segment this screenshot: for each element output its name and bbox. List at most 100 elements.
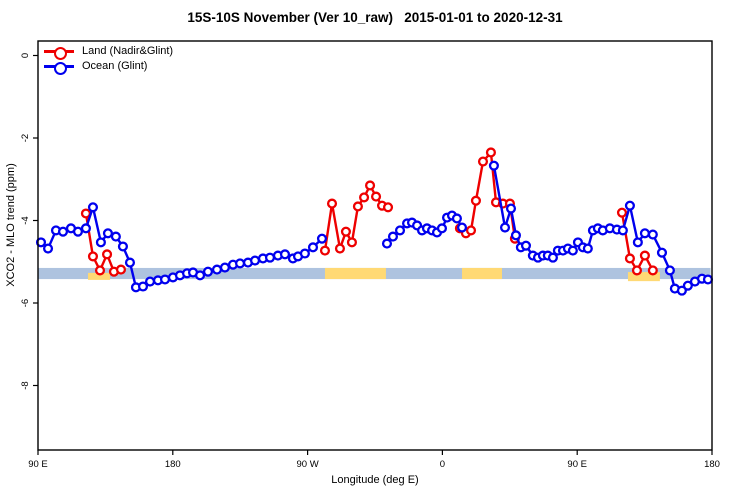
ocean-series-marker	[656, 247, 668, 258]
ocean-series-marker	[547, 252, 558, 263]
land-series-marker	[631, 265, 643, 276]
land-series-marker	[477, 156, 489, 167]
y-tick-label: -2	[20, 134, 31, 142]
land-series-marker	[639, 250, 650, 261]
ocean-series-marker	[195, 270, 206, 281]
land-series-marker	[465, 225, 477, 236]
ocean-series-marker	[117, 241, 128, 252]
ocean-series-marker	[80, 223, 91, 234]
y-tick-label: -8	[20, 381, 31, 389]
ocean-series-marker	[299, 248, 310, 259]
legend-ocean-swatch	[44, 59, 74, 75]
land-series-marker	[352, 201, 363, 212]
ocean-marker-icon	[54, 61, 67, 75]
ocean-series-marker	[211, 264, 223, 275]
chart-title: 15S-10S November (Ver 10_raw) 2015-01-01…	[187, 10, 563, 25]
ocean-series-marker	[102, 228, 113, 239]
ocean-series-marker	[159, 274, 171, 285]
ocean-series-marker	[235, 258, 246, 269]
land-series-marker	[382, 202, 394, 213]
ocean-series-marker	[488, 160, 499, 171]
x-tick-label: 90 E	[28, 459, 48, 470]
land-series-marker	[334, 243, 346, 254]
land-series-marker	[340, 226, 351, 237]
ocean-series-marker	[144, 276, 156, 287]
land-series-marker	[616, 207, 628, 218]
legend-label-land: Land (Nadir&Glint)	[82, 45, 174, 57]
land-series-marker	[370, 191, 382, 202]
band-highlight	[462, 267, 503, 280]
ocean-series-marker	[639, 228, 650, 239]
ocean-series-marker	[510, 230, 521, 241]
ocean-series-marker	[567, 245, 578, 256]
land-marker-icon	[54, 46, 67, 60]
x-axis-label: Longitude (deg E)	[331, 474, 419, 486]
ocean-series-marker	[582, 243, 593, 254]
legend-row-ocean: Ocean (Glint)	[44, 59, 173, 75]
legend: Land (Nadir&Glint) Ocean (Glint)	[44, 44, 174, 75]
band-highlight	[627, 272, 660, 282]
x-tick-label: 180	[704, 459, 720, 470]
ocean-series-marker	[307, 242, 319, 253]
ocean-series-marker	[124, 257, 136, 268]
ocean-series-marker	[110, 231, 121, 242]
land-series-marker	[365, 180, 376, 191]
land-series-marker	[94, 265, 106, 276]
ocean-series-marker	[137, 281, 149, 292]
legend-label-ocean: Ocean (Glint)	[82, 60, 148, 72]
land-series-marker	[319, 245, 331, 256]
y-tick-label: -6	[20, 299, 31, 307]
band-highlight	[324, 267, 386, 280]
land-series-marker	[326, 198, 338, 209]
ocean-series-marker	[520, 240, 532, 251]
x-tick-label: 90 W	[297, 459, 319, 470]
ocean-series-marker	[87, 202, 99, 213]
ocean-series-marker	[264, 252, 276, 263]
ocean-series-marker	[219, 262, 230, 273]
x-tick-label: 90 E	[567, 459, 587, 470]
band-highlight	[88, 272, 111, 280]
ocean-series-marker	[42, 243, 54, 254]
x-tick-label: 180	[165, 459, 181, 470]
y-tick-label: -4	[20, 216, 31, 224]
y-tick-label: 0	[20, 53, 31, 58]
ocean-series-marker	[279, 249, 291, 260]
ocean-series-marker	[682, 280, 693, 291]
legend-land-swatch	[44, 44, 74, 60]
ocean-series-marker	[202, 266, 214, 277]
ocean-series-marker	[381, 238, 393, 249]
land-series-marker	[485, 147, 496, 158]
ocean-series-marker	[456, 222, 468, 233]
land-series-marker	[359, 192, 370, 203]
land-series-marker	[470, 195, 482, 206]
x-tick-label: 0	[440, 459, 445, 470]
plot-border	[37, 40, 713, 451]
ocean-series-marker	[617, 225, 628, 236]
ocean-series-marker	[664, 265, 675, 276]
land-series-marker	[647, 265, 658, 276]
land-series-marker	[80, 208, 91, 219]
ocean-series-marker	[249, 255, 261, 266]
ocean-series-marker	[647, 229, 658, 240]
ocean-series-marker	[387, 231, 399, 242]
ocean-series-marker	[702, 274, 714, 285]
ocean-series-marker	[624, 200, 635, 211]
legend-row-land: Land (Nadir&Glint)	[44, 44, 174, 60]
ocean-series-marker	[451, 213, 462, 224]
ocean-series-marker	[394, 225, 406, 236]
ocean-series-marker	[72, 226, 84, 237]
ocean-series-marker	[505, 203, 517, 214]
land-series-marker	[115, 264, 127, 275]
ocean-series-marker	[95, 237, 106, 248]
land-series-marker	[346, 237, 357, 248]
ocean-series-marker	[436, 223, 448, 234]
ocean-series-marker	[35, 237, 47, 248]
ocean-series-marker	[632, 237, 643, 248]
land-series-marker	[624, 253, 635, 264]
ocean-series-marker	[57, 226, 69, 237]
land-series-marker	[87, 251, 99, 262]
ocean-series-marker	[499, 222, 511, 233]
ocean-series-marker	[316, 233, 328, 244]
